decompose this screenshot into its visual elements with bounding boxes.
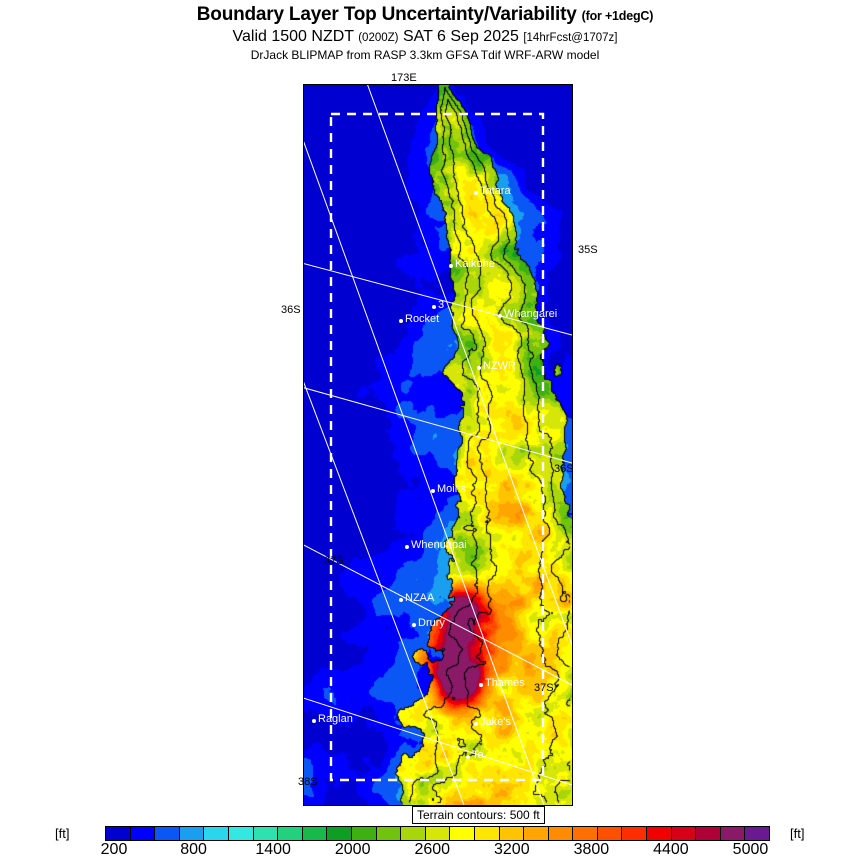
station-label-kaikohe: Kaikohe — [455, 258, 495, 270]
station-label-jake-s: Jake's — [480, 716, 511, 728]
colorbar-unit-right: [ft] — [790, 826, 805, 841]
station-label-te: Te — [472, 749, 484, 761]
colorbar-band-22 — [647, 827, 672, 840]
colorbar-band-26 — [745, 827, 770, 840]
station-marker-raglan[interactable] — [312, 719, 316, 723]
station-label-moir-s: Moir's — [437, 483, 466, 495]
station-marker-te[interactable] — [466, 755, 470, 759]
domain-boundary-box — [329, 112, 545, 782]
colorbar-tick-labels: 200 800 1400 2000 2600 3200 3800 4400 5000 — [0, 841, 850, 861]
colorbar-tick-2600: 2600 — [414, 841, 451, 858]
station-label-thames: Thames — [485, 677, 525, 689]
valid-time-line: Valid 1500 NZDT (0200Z) SAT 6 Sep 2025 [… — [0, 27, 850, 48]
colorbar-band-3 — [179, 827, 205, 840]
colorbar-tick-2000: 2000 — [334, 841, 371, 858]
colorbar-band-6 — [253, 827, 279, 840]
terrain-contour-note: Terrain contours: 500 ft — [412, 806, 545, 824]
graticule-label-35S: 35S — [578, 244, 598, 256]
colorbar-band-15 — [474, 827, 500, 840]
graticule-line — [304, 263, 572, 336]
title-main: Boundary Layer Top Uncertainty/Variabili… — [196, 4, 577, 25]
valid-date: SAT 6 Sep 2025 — [402, 28, 519, 45]
station-label-nzwr: NZWR — [483, 360, 516, 372]
station-label-raglan: Raglan — [318, 713, 353, 725]
graticule-line — [304, 381, 465, 805]
colorbar-band-11 — [376, 827, 402, 840]
station-marker-totara[interactable] — [474, 191, 478, 195]
forecast-tag: [14hrFcst@1707z] — [523, 32, 618, 44]
station-marker-kaikohe[interactable] — [449, 264, 453, 268]
colorbar-unit-left: [ft] — [55, 826, 70, 841]
colorbar-band-9 — [327, 827, 352, 840]
colorbar-tick-200: 200 — [100, 841, 128, 858]
colorbar-band-4 — [204, 827, 229, 840]
colorbar-tick-4400: 4400 — [653, 841, 689, 858]
station-label-drury: Drury — [418, 617, 445, 629]
station-label-nzaa: NZAA — [405, 592, 435, 604]
colorbar-band-2 — [155, 827, 180, 840]
colorbar-band-18 — [548, 827, 574, 840]
station-label-3: 3 — [438, 299, 445, 311]
graticule-line — [367, 85, 572, 646]
colorbar-band-1 — [130, 827, 156, 840]
station-label-whenuapai: Whenuapai — [411, 539, 467, 551]
map-raster-layer — [304, 85, 572, 805]
station-marker-nzaa[interactable] — [399, 598, 403, 602]
colorbar: [ft] [ft] 200 800 1400 2000 2600 3200 3800 4400… — [0, 826, 850, 860]
station-label-rocket: Rocket — [405, 313, 440, 325]
colorbar-band-10 — [351, 827, 377, 840]
colorbar-band-13 — [425, 827, 451, 840]
colorbar-band-5 — [228, 827, 254, 840]
station-marker-drury[interactable] — [412, 623, 416, 627]
colorbar-band-7 — [278, 827, 303, 840]
station-marker-nzwr[interactable] — [477, 366, 481, 370]
station-marker-jake-s[interactable] — [474, 722, 478, 726]
colorbar-tick-800: 800 — [180, 841, 207, 858]
station-label-totara: Totara — [480, 185, 511, 197]
graticule-label-38S: 38S — [298, 776, 318, 788]
station-marker-whenuapai[interactable] — [405, 545, 409, 549]
colorbar-band-21 — [622, 827, 648, 840]
header: Boundary Layer Top Uncertainty/Variabili… — [0, 0, 850, 63]
forecast-map[interactable]: Totara Kaikohe 3 Rocket Whangarei NZWR Moir's W… — [303, 84, 573, 806]
colorbar-band-12 — [401, 827, 426, 840]
colorbar-band-23 — [671, 827, 697, 840]
station-marker-3[interactable] — [432, 305, 436, 309]
page-title: Boundary Layer Top Uncertainty/Variabili… — [0, 4, 850, 27]
map-vector-overlay — [304, 85, 572, 805]
graticule-label-36S: 36S — [554, 463, 573, 475]
colorbar-band-14 — [450, 827, 475, 840]
colorbar-tick-5000: 5000 — [732, 841, 769, 858]
colorbar-band-19 — [573, 827, 598, 840]
colorbar-tick-3800: 3800 — [573, 841, 610, 858]
graticule-label-37S: 37S — [534, 682, 554, 694]
colorbar-band-16 — [499, 827, 525, 840]
colorbar-tick-3200: 3200 — [494, 841, 530, 858]
graticule-line — [304, 697, 572, 786]
colorbar-band-24 — [696, 827, 721, 840]
graticule-label-173E: 173E — [391, 72, 417, 84]
graticule-line — [304, 141, 545, 805]
graticule-label-36S: 36S — [281, 304, 301, 316]
model-source-line: DrJack BLIPMAP from RASP 3.3km GFSA Tdif… — [250, 48, 600, 62]
station-marker-moir-s[interactable] — [431, 489, 435, 493]
station-marker-rocket[interactable] — [399, 319, 403, 323]
station-marker-thames[interactable] — [479, 683, 483, 687]
title-suffix: (for +1degC) — [581, 9, 654, 23]
station-label-whangarei: Whangarei — [504, 308, 558, 320]
station-marker-whangarei[interactable] — [498, 314, 502, 318]
colorbar-band-25 — [720, 827, 746, 840]
graticule-line — [304, 387, 572, 464]
valid-prefix: Valid 1500 NZDT — [232, 28, 354, 45]
colorbar-band-20 — [597, 827, 623, 840]
colorbar-band-17 — [524, 827, 549, 840]
colorbar-band-8 — [302, 827, 328, 840]
valid-zulu: (0200Z) — [358, 32, 399, 44]
graticule-line — [304, 544, 572, 686]
colorbar-gradient — [105, 826, 770, 841]
graticule-label-37S: 37S — [324, 555, 344, 567]
colorbar-band-0 — [106, 827, 131, 840]
colorbar-tick-1400: 1400 — [255, 841, 291, 858]
